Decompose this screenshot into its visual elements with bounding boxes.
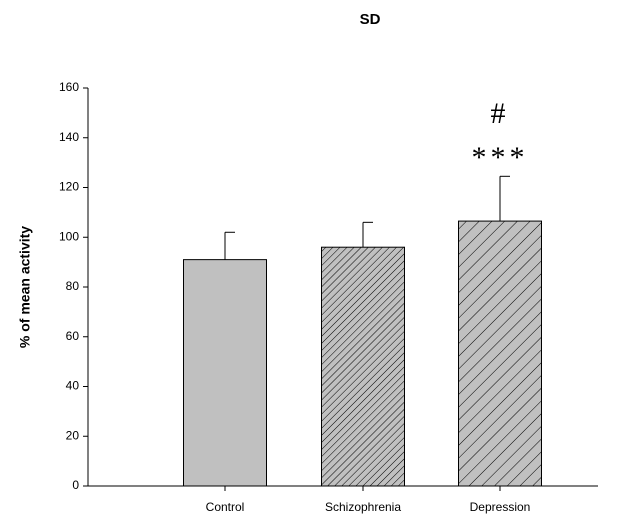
y-tick-label: 120 — [59, 180, 79, 194]
bar — [321, 246, 405, 487]
x-tick-label: Depression — [470, 500, 531, 514]
y-tick-label: 160 — [59, 80, 79, 94]
y-tick-label: 80 — [66, 279, 80, 293]
x-tick-label: Control — [206, 500, 245, 514]
y-tick-label: 60 — [66, 329, 80, 343]
annotation: *** — [472, 141, 529, 174]
bar — [458, 220, 542, 487]
bar — [183, 259, 267, 487]
chart-title: SD — [360, 11, 381, 28]
y-tick-label: 140 — [59, 130, 79, 144]
y-tick-label: 40 — [66, 379, 80, 393]
y-tick-label: 100 — [59, 229, 79, 243]
y-axis-label: % of mean activity — [17, 226, 33, 348]
y-tick-label: 20 — [66, 428, 80, 442]
annotation: # — [491, 97, 510, 130]
y-tick-label: 0 — [72, 478, 79, 492]
x-tick-label: Schizophrenia — [325, 500, 401, 514]
